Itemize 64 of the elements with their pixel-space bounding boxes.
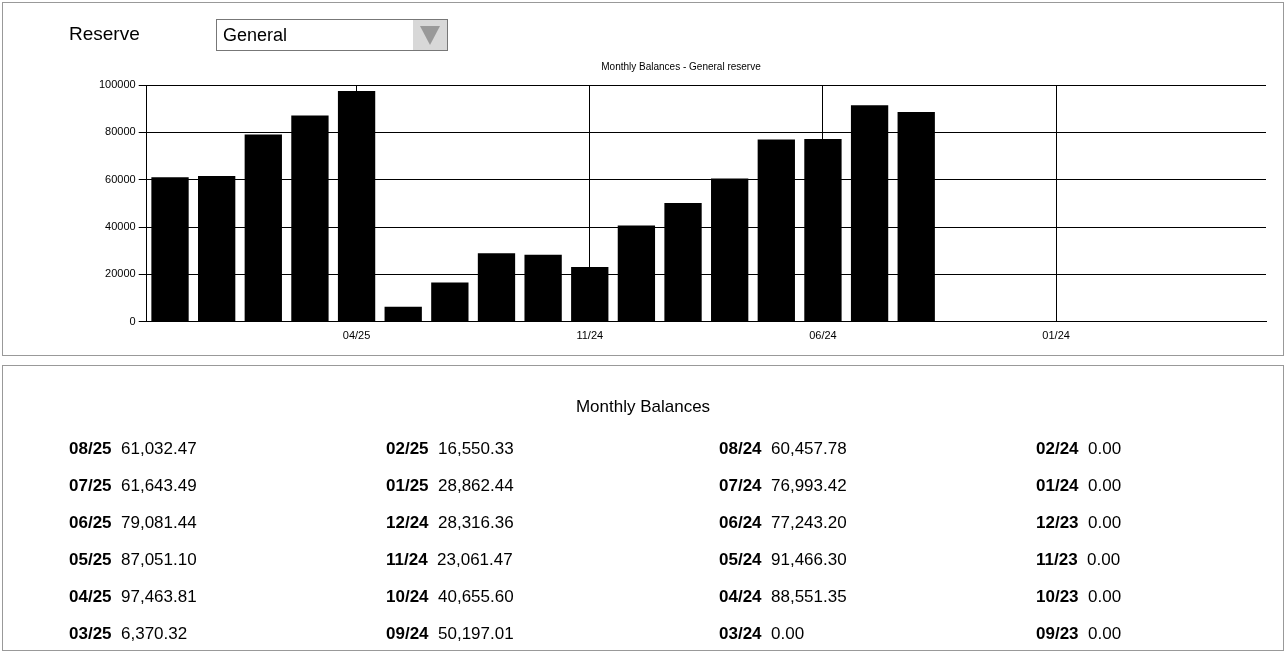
text: 07/25: [69, 476, 112, 495]
text: 11/23: [1036, 550, 1078, 569]
text: 87,051.10: [121, 550, 197, 569]
text: 07/24: [719, 476, 762, 495]
text: 50,197.01: [438, 624, 514, 643]
text: 77,243.20: [771, 513, 847, 532]
text: 0.00: [1088, 587, 1122, 606]
text: 28,316.36: [438, 513, 514, 532]
text: 0.00: [1088, 476, 1122, 495]
y-tick-label: 40000: [105, 220, 136, 233]
text: 10/23: [1036, 587, 1079, 606]
text: 61,032.47: [121, 439, 197, 458]
text: 04/25: [69, 587, 112, 606]
text: 60,457.78: [771, 439, 847, 458]
x-tick-label: 01/24: [1042, 329, 1070, 342]
text: 10/24: [386, 587, 429, 606]
text: 12/24: [386, 513, 429, 532]
text: 06/24: [719, 513, 762, 532]
text: 11/24: [386, 550, 428, 569]
y-tick-label: 20000: [105, 267, 136, 280]
text: 09/24: [386, 624, 429, 643]
text: Reserve: [69, 23, 140, 45]
text: 05/25: [69, 550, 112, 569]
text: 6,370.32: [121, 624, 188, 643]
y-tick-label: 60000: [105, 172, 136, 185]
text: 0.00: [1088, 624, 1122, 643]
text: 04/24: [719, 587, 762, 606]
text: 40,655.60: [438, 587, 514, 606]
text: 23,061.47: [437, 550, 513, 569]
y-tick-label: 100000: [98, 78, 136, 91]
text: 02/25: [386, 439, 429, 458]
text: 88,551.35: [771, 587, 847, 606]
text: 0.00: [1087, 550, 1121, 569]
text: 97,463.81: [121, 587, 197, 606]
text: 08/24: [719, 439, 762, 458]
text: 08/25: [69, 439, 112, 458]
text: 05/24: [719, 550, 762, 569]
text: 16,550.33: [438, 439, 514, 458]
y-tick-label: 80000: [105, 125, 136, 138]
x-tick-label: 04/25: [342, 329, 371, 342]
text: General: [223, 25, 288, 46]
text: 76,993.42: [771, 476, 847, 495]
text: 0.00: [771, 624, 805, 643]
text: 03/25: [69, 624, 112, 643]
text: 09/23: [1036, 624, 1079, 643]
text: 03/24: [719, 624, 762, 643]
x-tick-label: 06/24: [809, 329, 837, 342]
text: 01/24: [1036, 476, 1079, 495]
text: 12/23: [1036, 513, 1079, 532]
bar: [384, 306, 422, 322]
text: 01/25: [386, 476, 429, 495]
text: Monthly Balances: [574, 397, 712, 417]
text: 79,081.44: [121, 513, 197, 532]
text: 06/25: [69, 513, 112, 532]
chart-title: Monthly Balances - General reserve: [601, 60, 762, 72]
text: 0.00: [1088, 513, 1122, 532]
text: 61,643.49: [121, 476, 197, 495]
text: 02/24: [1036, 439, 1079, 458]
y-tick-label: 0: [129, 314, 136, 327]
text: 0.00: [1088, 439, 1122, 458]
text: 91,466.30: [771, 550, 847, 569]
text: 28,862.44: [438, 476, 514, 495]
bar: [431, 282, 469, 322]
x-tick-label: 11/24: [576, 329, 604, 342]
